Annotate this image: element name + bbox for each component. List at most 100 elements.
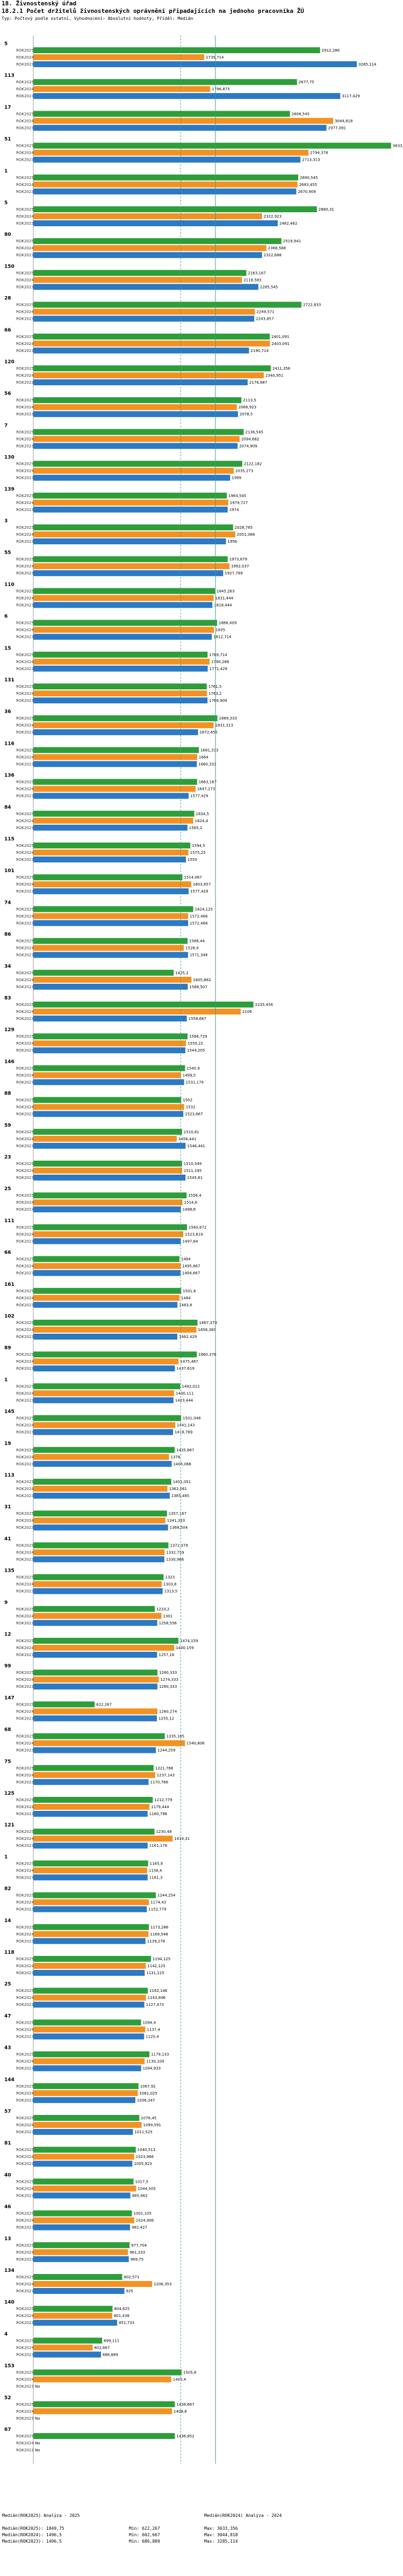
- bar: [33, 2083, 139, 2089]
- category-label: 40: [4, 2172, 11, 2178]
- bar: [33, 754, 197, 760]
- series-label: ROK2025: [16, 1894, 34, 1898]
- series-label: ROK2024: [16, 55, 34, 60]
- series-label: ROK2025: [16, 1480, 34, 1484]
- series-label: ROK2025: [16, 239, 34, 243]
- category-label: 150: [4, 264, 15, 269]
- bar: [33, 181, 298, 188]
- bar: [33, 411, 238, 418]
- data-label: 2136,545: [246, 430, 263, 434]
- data-label: 1418,769: [175, 1430, 192, 1435]
- series-label: ROK2025: [16, 526, 34, 530]
- series-label: ROK2024: [16, 564, 34, 569]
- data-label: 2519,941: [283, 239, 301, 243]
- data-label: 1545,61: [187, 1176, 203, 1180]
- data-label: 1094,933: [143, 2067, 161, 2071]
- bar: [33, 1079, 184, 1085]
- bar: [33, 976, 192, 983]
- series-label: ROK2025: [16, 1575, 34, 1580]
- data-label: 1067,92: [140, 2084, 156, 2089]
- series-label: ROK2025: [16, 1130, 34, 1134]
- series-label: ROK2025: [16, 1162, 34, 1166]
- data-label: 2722,833: [303, 303, 321, 307]
- category-label: 46: [4, 2205, 11, 2210]
- category-label: 84: [4, 805, 11, 810]
- bar: [33, 563, 230, 570]
- series-label: ROK2025: [16, 1193, 34, 1198]
- category-label: 153: [4, 2364, 15, 2369]
- series-label: ROK2025: [16, 1639, 34, 1643]
- bar: [33, 1556, 164, 1563]
- series-label: ROK2024: [16, 119, 34, 123]
- bar: [33, 1238, 181, 1244]
- bar: [33, 874, 183, 881]
- bar: [33, 238, 282, 244]
- bar: [33, 2320, 118, 2326]
- series-label: ROK2023: [16, 1939, 34, 1944]
- category-label: 80: [4, 232, 11, 238]
- data-label: 1142,125: [147, 1964, 165, 1968]
- data-label: 1143,846: [148, 1996, 166, 2000]
- data-label: 1161,176: [149, 1844, 168, 1848]
- bar: [33, 2274, 123, 2280]
- series-label: ROK2025: [16, 2212, 34, 2216]
- data-label: 1763,2: [208, 692, 222, 696]
- bar: [33, 1645, 175, 1651]
- stat-max-2024: Max: 3044,818: [204, 2532, 238, 2537]
- data-label: No: [35, 2441, 40, 2445]
- bar: [33, 2306, 113, 2312]
- data-label: 1437,619: [176, 1366, 194, 1371]
- bar: [33, 188, 297, 195]
- series-label: ROK2025: [16, 2338, 34, 2343]
- data-label: 1179,133: [151, 2053, 169, 2057]
- series-label: ROK2025: [16, 1003, 34, 1007]
- series-label: ROK2025: [16, 1098, 34, 1103]
- bar: [33, 499, 228, 506]
- data-label: 2249,571: [256, 310, 274, 314]
- data-label: 1667,379: [199, 1321, 217, 1325]
- series-label: ROK2025: [16, 2084, 34, 2089]
- bar: [33, 1931, 149, 1937]
- bar: [33, 1128, 182, 1135]
- data-label: 1233,2: [156, 1607, 170, 1611]
- data-label: 1408,8: [174, 2409, 187, 2414]
- data-label: 2066,923: [239, 405, 256, 409]
- data-label: 622,267: [96, 1702, 112, 1707]
- series-label: ROK2025: [16, 1861, 34, 1866]
- data-label: 2106: [242, 1010, 252, 1014]
- data-label: 1831,313: [215, 723, 233, 728]
- category-label: 81: [4, 2141, 11, 2146]
- bar: [33, 969, 174, 976]
- bar: [33, 1867, 147, 1874]
- series-label: ROK2024: [16, 1678, 34, 1682]
- data-label: 1425,2: [175, 971, 189, 975]
- category-label: 23: [4, 1155, 11, 1160]
- bar: [33, 779, 197, 785]
- data-label: 1992,037: [231, 564, 249, 569]
- data-label: 1498,6: [183, 1207, 196, 1212]
- data-label: 1558,667: [189, 1017, 206, 1021]
- series-label: ROK2023: [16, 2448, 34, 2452]
- bar: [33, 213, 262, 219]
- bar: [33, 2369, 182, 2376]
- data-label: 1956: [227, 539, 237, 544]
- data-label: 1076,45: [141, 2116, 156, 2120]
- bar: [33, 1009, 241, 1014]
- series-label: ROK2025: [16, 1830, 34, 1834]
- data-label: 1244,254: [157, 1894, 176, 1898]
- series-label: ROK2023: [16, 1621, 34, 1625]
- series-label: ROK2023: [16, 2416, 34, 2421]
- bar: [33, 1938, 146, 1944]
- data-label: 686,889: [103, 2352, 118, 2357]
- series-label: ROK2024: [16, 533, 34, 537]
- data-label: 961,333: [129, 2250, 145, 2255]
- series-label: ROK2023: [16, 317, 34, 321]
- data-label: 1179,444: [151, 1805, 169, 1809]
- bar: [33, 125, 327, 131]
- data-label: 1999: [232, 476, 241, 480]
- series-label: ROK2023: [16, 2193, 34, 2198]
- data-label: 1550,22: [188, 1041, 203, 1046]
- bar: [33, 2185, 136, 2192]
- data-label: 2094,682: [241, 437, 259, 441]
- category-label: 136: [4, 773, 15, 779]
